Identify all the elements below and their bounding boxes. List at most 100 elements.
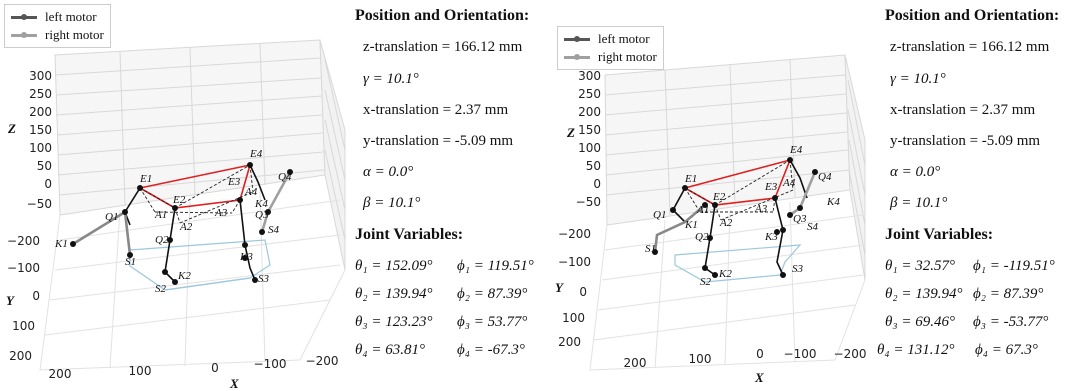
label-K1: K1	[684, 219, 698, 231]
label-S4: S4	[268, 224, 280, 236]
legend-swatch	[11, 31, 37, 38]
z-tick: 300	[578, 69, 601, 83]
base-edge	[164, 277, 251, 291]
label-K2: K2	[718, 268, 732, 280]
x-tick: 0	[211, 361, 219, 375]
label-E4: E4	[249, 148, 263, 160]
z-tick: 0	[44, 177, 52, 191]
phi-1: ϕ₁ = -119.51°	[973, 258, 1055, 274]
label-A4: A4	[782, 177, 796, 189]
dashed-links-right	[684, 159, 794, 221]
label-A1: A1	[696, 204, 709, 216]
y-ticks-right: −200 −100 0 100 200	[558, 227, 591, 349]
label-K2: K2	[177, 270, 191, 282]
floor-grid-right	[589, 201, 866, 371]
y-translation: y-translation = -5.09 mm	[363, 133, 514, 149]
y-tick: −100	[558, 255, 591, 269]
theta-1: θ₁ = 152.09°	[355, 258, 433, 274]
z-tick: 100	[29, 141, 52, 155]
z-tick: 250	[29, 87, 52, 101]
x-tick: 200	[49, 367, 72, 381]
label-S1: S1	[645, 243, 656, 255]
alpha: α = 0.0°	[363, 164, 414, 180]
legend-item-right-motor: right motor	[11, 26, 104, 44]
x-tick: 100	[129, 364, 152, 378]
y-tick: −100	[7, 261, 40, 275]
legend-item-right-motor: right motor	[564, 48, 657, 66]
label-K3: K3	[764, 231, 778, 243]
label-K4: K4	[254, 198, 268, 210]
x-ticks-right: 200 100 0 −100 −200	[624, 347, 867, 370]
z-axis-label: Z	[566, 125, 575, 140]
label-S1: S1	[125, 256, 136, 268]
z-tick: 200	[578, 105, 601, 119]
label-K1: K1	[54, 238, 68, 250]
joints-right	[652, 157, 818, 278]
x-ticks-left: 200 100 0 −100 −200	[49, 354, 339, 381]
z-tick: 300	[29, 69, 52, 83]
x-tick: 200	[624, 356, 647, 370]
legend-item-left-motor: left motor	[564, 30, 657, 48]
z-tick: 50	[37, 159, 52, 173]
legend-label: right motor	[45, 27, 104, 42]
legend-left: left motor right motor	[4, 4, 111, 48]
z-tick: 150	[29, 123, 52, 137]
panel-right: 300 250 200 150 100 50 0 −50 Z −200 −100…	[545, 0, 1091, 391]
x-tick: 100	[689, 352, 712, 366]
x-axis-label: X	[754, 370, 764, 385]
label-A4: A4	[244, 186, 258, 198]
z-tick: 200	[29, 105, 52, 119]
y-axis-label: Y	[555, 280, 564, 295]
panel-left: 300 250 200 150 100 50 0 −50 Z −200 −100…	[0, 0, 545, 391]
z-tick: 250	[578, 87, 601, 101]
theta-1: θ₁ = 32.57°	[885, 258, 955, 274]
label-S2: S2	[155, 283, 167, 295]
x-tick: −100	[254, 357, 287, 371]
legend-swatch	[564, 53, 590, 60]
legend-item-left-motor: left motor	[11, 8, 104, 26]
plot-left: 300 250 200 150 100 50 0 −50 Z −200 −100…	[6, 39, 346, 391]
y-tick: 200	[9, 349, 32, 363]
plot-right: 300 250 200 150 100 50 0 −50 Z −200 −100…	[555, 54, 867, 385]
label-Q4: Q4	[818, 171, 832, 183]
legend-label: right motor	[598, 49, 657, 64]
label-A3: A3	[754, 203, 768, 215]
alpha: α = 0.0°	[890, 164, 941, 180]
phi-1: ϕ₁ = 119.51°	[457, 258, 534, 274]
legend-label: left motor	[598, 31, 650, 46]
label-A3: A3	[214, 207, 228, 219]
y-tick: −200	[7, 234, 40, 248]
label-K3: K3	[239, 251, 253, 263]
label-E2: E2	[172, 194, 186, 206]
grid-left	[54, 39, 346, 271]
y-ticks-left: −200 −100 0 100 200	[7, 234, 40, 363]
label-E1: E1	[684, 173, 697, 185]
pose-title: Position and Orientation:	[355, 7, 530, 24]
y-tick: 100	[12, 319, 35, 333]
x-translation: x-translation = 2.37 mm	[890, 102, 1036, 118]
y-axis-label: Y	[6, 293, 15, 308]
x-translation: x-translation = 2.37 mm	[363, 102, 509, 118]
theta-4: θ₄ = 63.81°	[355, 342, 425, 358]
legend-swatch	[11, 13, 37, 20]
beta: β = 10.1°	[890, 195, 948, 211]
left-motor-arm	[653, 204, 706, 253]
label-Q2: Q2	[155, 234, 169, 246]
y-tick: 200	[558, 335, 581, 349]
label-Q4: Q4	[278, 171, 292, 183]
label-A1: A1	[154, 209, 167, 221]
z-axis-label: Z	[7, 121, 16, 136]
y-tick: −200	[558, 227, 591, 241]
label-S4: S4	[807, 221, 819, 233]
left-motor-arm	[72, 209, 132, 256]
x-tick: 0	[756, 347, 764, 361]
theta-3: θ₃ = 69.46°	[885, 314, 955, 330]
label-A2: A2	[179, 221, 193, 233]
y-tick: 0	[32, 289, 40, 303]
z-tick: 50	[586, 159, 601, 173]
label-S3: S3	[792, 263, 804, 275]
z-tick: 100	[578, 141, 601, 155]
z-tick: 0	[593, 177, 601, 191]
label-E1: E1	[139, 173, 152, 185]
